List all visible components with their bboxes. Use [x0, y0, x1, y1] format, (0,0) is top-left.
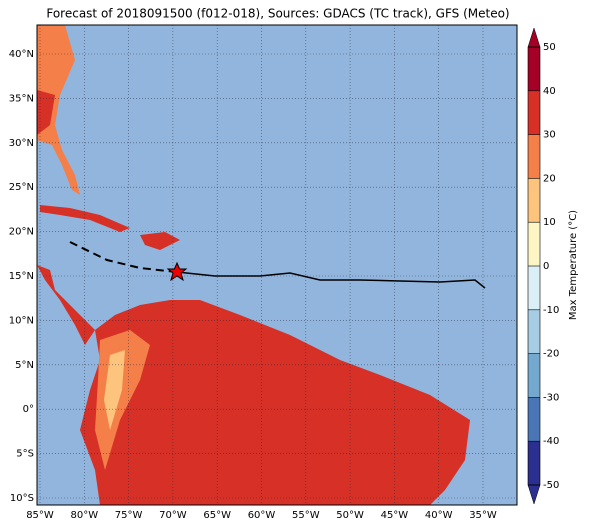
colorbar-bin [528, 353, 540, 398]
colorbar-bin [528, 90, 540, 135]
land-central-america [37, 265, 95, 345]
colorbar-tick-label: -10 [543, 305, 559, 316]
lat-tick-label: 30°N [9, 138, 34, 149]
colorbar-bin [528, 266, 540, 310]
land-hispaniola [140, 232, 180, 250]
grid [37, 25, 517, 505]
lat-tick-label: 5°N [15, 360, 34, 371]
colorbar-bin [528, 222, 540, 266]
lon-tick-label: 45°W [381, 510, 409, 521]
colorbar-tick-label: -50 [543, 480, 559, 491]
colorbar-label: Max Temperature (°C) [568, 210, 579, 320]
lat-tick-label: 0° [23, 404, 34, 415]
colorbar-tick-label: 10 [543, 217, 556, 228]
lat-tick-label: 35°N [9, 93, 34, 104]
lat-tick-label: 10°S [10, 493, 34, 504]
colorbar-tick-label: 50 [543, 42, 556, 53]
lon-tick-label: 55°W [292, 510, 320, 521]
colorbar-bin [528, 397, 540, 442]
colorbar-bin [528, 178, 540, 223]
colorbar-bin [528, 47, 540, 91]
colorbar-bin [528, 134, 540, 179]
land-north-america [37, 25, 80, 195]
lon-tick-label: 50°W [336, 510, 364, 521]
colorbar-tick-label: -30 [543, 392, 559, 403]
lat-tick-label: 20°N [9, 227, 34, 238]
land-warm-patch [104, 350, 125, 430]
lon-tick-label: 35°W [469, 510, 497, 521]
land-south-america [80, 300, 470, 505]
lat-tick-label: 40°N [9, 49, 34, 60]
colorbar-tick-label: 40 [543, 86, 556, 97]
lon-tick-label: 75°W [115, 510, 143, 521]
colorbar: -50 -40 -30 -20 -10 0 10 20 30 40 50 [527, 27, 559, 505]
lat-tick-label: 10°N [9, 315, 34, 326]
colorbar-bin [528, 441, 540, 485]
colorbar-tick-label: -40 [543, 436, 559, 447]
lon-tick-label: 65°W [203, 510, 231, 521]
colorbar-bin [528, 309, 540, 354]
lon-tick-label: 80°W [70, 510, 98, 521]
storm-track [176, 271, 486, 289]
lon-tick-label: 70°W [159, 510, 187, 521]
colorbar-extend-high [527, 27, 541, 48]
lon-tick-label: 40°W [425, 510, 453, 521]
lat-tick-label: 25°N [9, 182, 34, 193]
colorbar-tick-label: -20 [543, 349, 559, 360]
colorbar-tick-label: 30 [543, 130, 556, 141]
land-florida [37, 90, 55, 135]
colorbar-extend-low [527, 484, 541, 505]
storm-track-past [69, 241, 178, 273]
map-area [37, 25, 517, 505]
lat-tick-label: 15°N [9, 271, 34, 282]
map-title: Forecast of 2018091500 (f012-018), Sourc… [46, 7, 509, 21]
map-frame [36, 24, 518, 506]
land-cuba [40, 205, 130, 232]
colorbar-tick-label: 20 [543, 173, 556, 184]
lat-tick-label: 5°S [16, 449, 34, 460]
lon-tick-label: 85°W [26, 510, 54, 521]
colorbar-tick-label: 0 [543, 261, 549, 272]
lon-tick-label: 60°W [248, 510, 276, 521]
